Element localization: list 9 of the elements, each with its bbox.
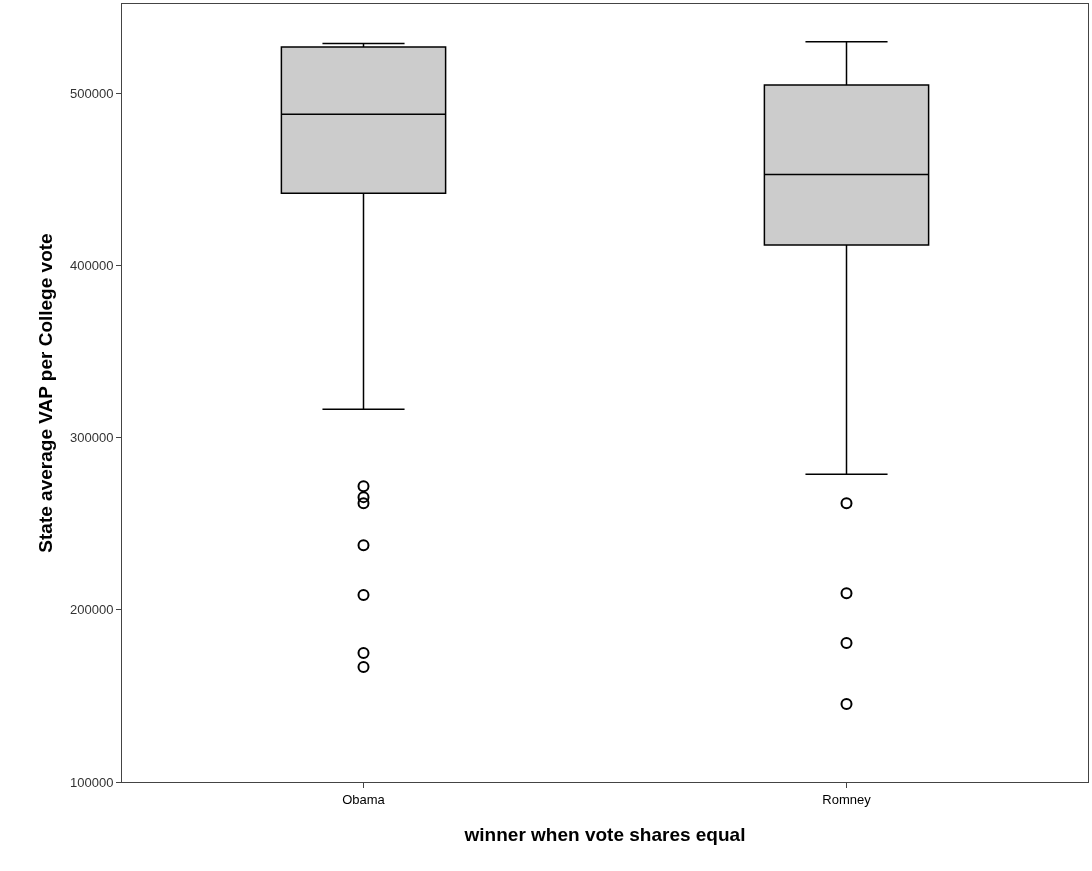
x-tick-label: Romney — [822, 791, 872, 807]
x-axis-title: winner when vote shares equal — [463, 824, 746, 846]
y-tick-label: 100000 — [70, 774, 114, 790]
y-axis-title: State average VAP per College vote — [34, 233, 56, 553]
y-tick-label: 200000 — [70, 602, 114, 618]
y-tick-label: 500000 — [70, 86, 114, 102]
x-tick-label: Obama — [342, 791, 386, 807]
y-tick-label: 400000 — [70, 258, 114, 274]
y-tick-label: 300000 — [70, 430, 114, 446]
